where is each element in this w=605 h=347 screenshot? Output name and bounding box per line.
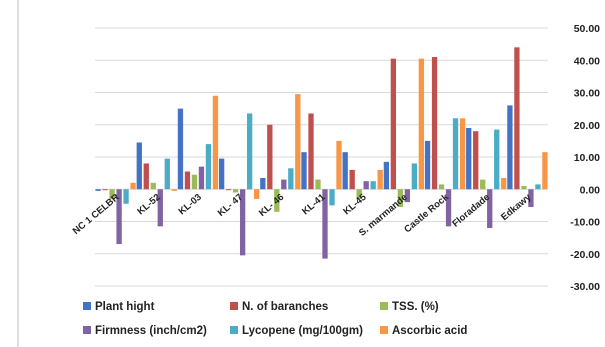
bar-firmness-inch-cm2-kl-03: [199, 167, 204, 190]
bar-n-of-baranches-nc-1-celbr: [102, 189, 107, 190]
bar-ascorbic-acid-kl-41: [336, 141, 341, 189]
bar-plant-hight-castle-rock: [425, 141, 430, 189]
x-tick-label: KL- 46: [257, 192, 286, 219]
bar-plant-hight-kl-45: [343, 152, 348, 189]
bar-firmness-inch-cm2-kl-46: [281, 180, 286, 190]
bar-plant-hight-kl-46: [260, 178, 265, 189]
legend-label-lycopene-mg-100gm: Lycopene (mg/100gm): [242, 325, 363, 337]
bar-lycopene-mg-100gm-s-marmande: [412, 163, 417, 189]
bars: [95, 47, 547, 258]
gridlines: [95, 28, 548, 286]
bar-tss-floradade: [480, 180, 485, 190]
legend-label-n-of-baranches: N. of baranches: [242, 301, 328, 313]
bar-lycopene-mg-100gm-castle-rock: [453, 118, 458, 189]
bar-n-of-baranches-kl-47: [226, 189, 231, 190]
bar-plant-hight-nc-1-celbr: [95, 189, 100, 191]
bar-n-of-baranches-edkawy: [514, 47, 519, 189]
bar-plant-hight-s-marmande: [384, 162, 389, 189]
bar-lycopene-mg-100gm-kl-03: [206, 144, 211, 189]
bar-plant-hight-kl-41: [301, 152, 306, 189]
bar-lycopene-mg-100gm-nc-1-celbr: [123, 189, 128, 204]
bar-ascorbic-acid-s-marmande: [419, 59, 424, 190]
bar-n-of-baranches-kl-45: [350, 170, 355, 189]
legend-swatch-tss: [380, 302, 388, 310]
bar-plant-hight-kl-47: [219, 159, 224, 190]
bar-n-of-baranches-castle-rock: [432, 57, 437, 189]
x-axis-ticks: NC 1 CELBR KL-52 KL-03 KL- 47 KL- 46 KL-41 KL-…: [71, 191, 534, 238]
x-tick-label: Floradade: [450, 192, 492, 230]
bar-ascorbic-acid-kl-47: [254, 189, 259, 199]
bar-firmness-inch-cm2-kl-45: [364, 181, 369, 189]
y-tick-label: -10.00: [570, 217, 600, 229]
y-tick-label: 0.00: [580, 184, 601, 196]
y-tick-label: 10.00: [574, 152, 600, 164]
bar-ascorbic-acid-castle-rock: [460, 118, 465, 189]
x-tick-label: Edkawy: [499, 191, 534, 223]
bar-ascorbic-acid-edkawy: [542, 152, 547, 189]
bar-ascorbic-acid-floradade: [501, 178, 506, 189]
bar-firmness-inch-cm2-kl-52: [158, 189, 163, 226]
bar-lycopene-mg-100gm-kl-45: [371, 181, 376, 189]
legend-label-ascorbic-acid: Ascorbic acid: [392, 325, 467, 337]
bar-n-of-baranches-kl-03: [185, 172, 190, 190]
bar-plant-hight-kl-52: [137, 142, 142, 189]
bar-lycopene-mg-100gm-kl-47: [247, 113, 252, 189]
bar-tss-castle-rock: [439, 184, 444, 189]
bar-tss-kl-41: [315, 180, 320, 190]
y-tick-label: 40.00: [574, 55, 600, 67]
legend-label-firmness-inch-cm2: Firmness (inch/cm2): [95, 325, 207, 337]
x-tick-label: KL-03: [177, 192, 204, 217]
legend-label-plant-hight: Plant hight: [95, 301, 155, 313]
legend-swatch-ascorbic-acid: [380, 326, 388, 334]
bar-ascorbic-acid-kl-45: [378, 170, 383, 189]
x-tick-label: NC 1 CELBR: [71, 192, 122, 237]
bar-plant-hight-kl-03: [178, 109, 183, 190]
bar-ascorbic-acid-kl-52: [172, 189, 177, 191]
bar-tss-edkawy: [521, 186, 526, 189]
y-tick-label: -20.00: [570, 249, 600, 261]
bar-n-of-baranches-s-marmande: [391, 59, 396, 190]
legend-swatch-plant-hight: [83, 302, 91, 310]
legend-swatch-lycopene-mg-100gm: [230, 326, 238, 334]
x-tick-label: KL-45: [341, 191, 369, 217]
bar-firmness-inch-cm2-floradade: [487, 189, 492, 228]
bar-n-of-baranches-kl-52: [144, 163, 149, 189]
legend-swatch-firmness-inch-cm2: [83, 326, 91, 334]
bar-lycopene-mg-100gm-kl-41: [329, 189, 334, 205]
bar-lycopene-mg-100gm-kl-46: [288, 168, 293, 189]
bar-n-of-baranches-kl-46: [267, 125, 272, 190]
bar-tss-kl-03: [192, 175, 197, 190]
bar-plant-hight-edkawy: [507, 105, 512, 189]
bar-lycopene-mg-100gm-floradade: [494, 130, 499, 190]
y-tick-label: 20.00: [574, 120, 600, 132]
bar-lycopene-mg-100gm-edkawy: [535, 184, 540, 189]
bar-tss-kl-52: [151, 183, 156, 189]
bar-plant-hight-floradade: [466, 128, 471, 189]
legend: Plant hight N. of baranches TSS. (%) Firmne…: [83, 301, 467, 337]
y-tick-label: 50.00: [574, 23, 600, 35]
bar-n-of-baranches-floradade: [473, 131, 478, 189]
legend-label-tss: TSS. (%): [392, 301, 439, 313]
y-axis-ticks: 50.00 40.00 30.00 20.00 10.00 0.00 -10.00 -20.0…: [570, 23, 600, 293]
bar-lycopene-mg-100gm-kl-52: [165, 159, 170, 190]
bar-ascorbic-acid-kl-03: [213, 96, 218, 190]
bar-n-of-baranches-kl-41: [308, 113, 313, 189]
bar-ascorbic-acid-nc-1-celbr: [130, 183, 135, 189]
bar-ascorbic-acid-kl-46: [295, 94, 300, 189]
y-tick-label: -30.00: [570, 281, 600, 293]
legend-swatch-n-of-baranches: [230, 302, 238, 310]
y-tick-label: 30.00: [574, 88, 600, 100]
